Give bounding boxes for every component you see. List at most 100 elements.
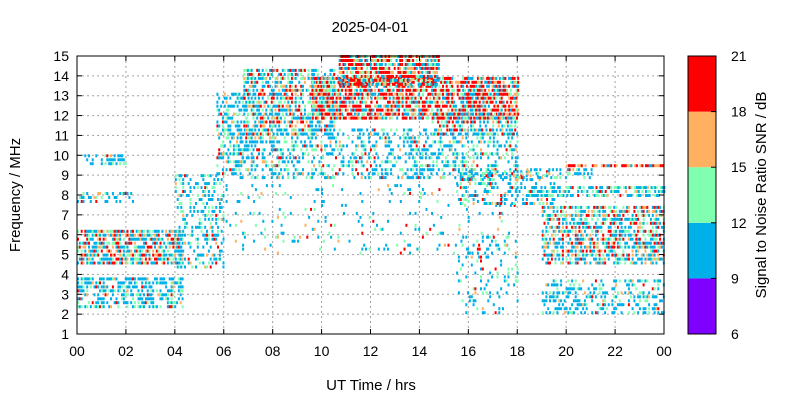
snr-cell (424, 140, 427, 144)
snr-cell (456, 152, 459, 156)
snr-cell (471, 96, 474, 100)
snr-cell (86, 253, 89, 257)
snr-cell (359, 192, 362, 195)
snr-cell (227, 124, 230, 128)
snr-cell (474, 168, 477, 172)
snr-cell (403, 108, 406, 112)
snr-cell (396, 184, 399, 188)
snr-cell (379, 70, 382, 74)
snr-cell (561, 245, 564, 249)
snr-cell (449, 104, 452, 108)
snr-cell (291, 132, 293, 136)
snr-cell (407, 96, 410, 100)
snr-cell (492, 132, 495, 136)
snr-cell (307, 88, 310, 92)
snr-cell (362, 74, 365, 78)
snr-cell (554, 225, 557, 229)
snr-cell (232, 132, 235, 136)
snr-cell (410, 80, 413, 84)
snr-cell (291, 80, 293, 84)
snr-cell (465, 275, 468, 279)
snr-cell (464, 92, 467, 96)
snr-cell (176, 241, 179, 245)
snr-cell (390, 148, 393, 152)
snr-cell (403, 80, 406, 84)
snr-cell (468, 178, 471, 182)
snr-cell (215, 182, 218, 186)
snr-cell (451, 104, 454, 108)
snr-cell (478, 211, 481, 215)
snr-cell (489, 164, 492, 168)
snr-cell (419, 59, 422, 62)
snr-cell (126, 293, 129, 297)
snr-cell (307, 112, 310, 116)
snr-cell (582, 249, 585, 253)
snr-cell (206, 202, 208, 205)
snr-cell (493, 92, 496, 96)
snr-cell (628, 194, 631, 197)
snr-cell (386, 82, 389, 86)
snr-cell (340, 59, 343, 62)
snr-cell (148, 253, 151, 257)
snr-cell (602, 209, 605, 213)
snr-cell (280, 84, 282, 88)
snr-cell (618, 261, 621, 265)
snr-cell (401, 78, 404, 82)
snr-cell (403, 112, 406, 116)
snr-cell (618, 213, 621, 217)
snr-cell (325, 152, 328, 156)
snr-cell (292, 148, 295, 152)
snr-cell (456, 184, 459, 188)
snr-cell (417, 136, 420, 140)
snr-cell (317, 76, 320, 80)
snr-cell (439, 140, 442, 144)
snr-cell (363, 108, 366, 112)
snr-cell (357, 136, 359, 140)
snr-cell (329, 124, 332, 128)
snr-cell (218, 136, 221, 140)
snr-cell (368, 152, 371, 156)
snr-cell (381, 92, 384, 96)
snr-cell (146, 261, 149, 265)
snr-cell (248, 68, 251, 72)
snr-cell (525, 198, 528, 201)
snr-cell (309, 76, 312, 80)
snr-cell (361, 247, 364, 251)
snr-cell (511, 80, 514, 84)
snr-cell (148, 237, 151, 241)
snr-cell (170, 293, 173, 297)
snr-cell (384, 172, 387, 176)
snr-cell (206, 265, 208, 269)
snr-cell (432, 152, 435, 156)
snr-cell (510, 120, 513, 124)
snr-cell (409, 192, 411, 195)
snr-cell (157, 233, 160, 237)
snr-cell (102, 257, 105, 261)
snr-cell (383, 112, 386, 116)
snr-cell (512, 116, 515, 120)
snr-cell (508, 96, 511, 100)
snr-cell (445, 160, 448, 164)
snr-cell (148, 229, 151, 233)
snr-cell (431, 108, 433, 112)
snr-cell (339, 88, 342, 92)
snr-cell (343, 76, 345, 80)
snr-cell (388, 80, 391, 84)
snr-cell (110, 297, 112, 301)
snr-cell (347, 78, 350, 82)
snr-cell (589, 241, 592, 245)
snr-cell (328, 80, 331, 84)
snr-cell (606, 186, 609, 190)
snr-cell (487, 76, 490, 80)
snr-cell (132, 285, 134, 289)
snr-cell (283, 168, 286, 172)
snr-cell (229, 140, 232, 144)
snr-cell (620, 245, 623, 249)
snr-cell (283, 96, 286, 100)
snr-cell (337, 96, 340, 100)
snr-cell (229, 104, 232, 108)
snr-cell (170, 301, 173, 305)
snr-cell (543, 221, 546, 225)
snr-cell (510, 112, 513, 116)
snr-cell (91, 162, 94, 166)
